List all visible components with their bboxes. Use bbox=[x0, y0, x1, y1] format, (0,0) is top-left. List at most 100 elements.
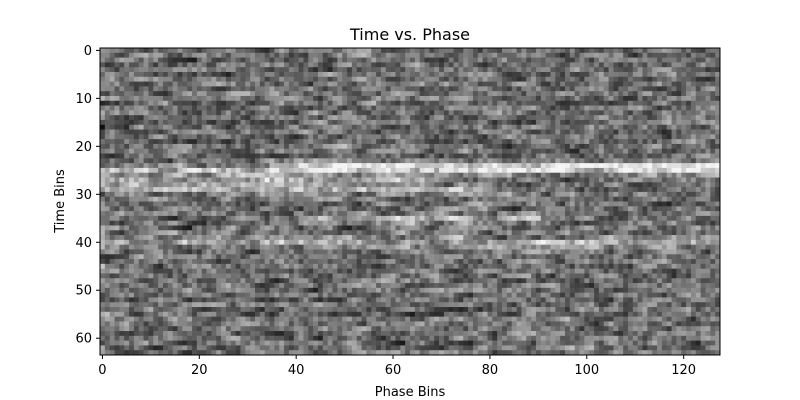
heatmap-cell bbox=[187, 220, 193, 226]
heatmap-cell bbox=[390, 187, 396, 193]
heatmap-cell bbox=[671, 153, 677, 159]
heatmap-cell bbox=[138, 115, 144, 121]
heatmap-cell bbox=[342, 230, 348, 236]
heatmap-cell bbox=[550, 48, 556, 54]
heatmap-cell bbox=[279, 206, 285, 212]
heatmap-cell bbox=[579, 163, 585, 169]
heatmap-cell bbox=[201, 76, 207, 82]
heatmap-cell bbox=[342, 182, 348, 188]
heatmap-cell bbox=[671, 211, 677, 217]
heatmap-cell bbox=[361, 211, 367, 217]
heatmap-cell bbox=[405, 153, 411, 159]
heatmap-cell bbox=[114, 86, 120, 92]
heatmap-cell bbox=[380, 167, 387, 174]
heatmap-cell bbox=[560, 167, 566, 174]
heatmap-cell bbox=[657, 172, 663, 178]
heatmap-cell bbox=[342, 76, 348, 82]
heatmap-cell bbox=[322, 86, 328, 92]
heatmap-cell bbox=[598, 211, 605, 217]
heatmap-cell bbox=[322, 182, 328, 188]
heatmap-cell bbox=[250, 225, 256, 231]
heatmap-cell bbox=[627, 177, 634, 183]
heatmap-cell bbox=[584, 172, 590, 178]
heatmap-cell bbox=[371, 124, 377, 130]
heatmap-cell bbox=[492, 48, 498, 54]
heatmap-cell bbox=[521, 62, 527, 68]
heatmap-cell bbox=[569, 230, 576, 236]
heatmap-cell bbox=[666, 191, 672, 198]
heatmap-cell bbox=[192, 191, 198, 198]
heatmap-cell bbox=[618, 129, 624, 135]
heatmap-cell bbox=[676, 105, 682, 111]
heatmap-cell bbox=[269, 206, 275, 212]
heatmap-cell bbox=[288, 191, 295, 198]
heatmap-cell bbox=[458, 211, 464, 217]
heatmap-cell bbox=[124, 105, 130, 111]
heatmap-cell bbox=[676, 196, 682, 202]
heatmap-cell bbox=[385, 196, 391, 202]
heatmap-cell bbox=[632, 119, 638, 126]
heatmap-cell bbox=[608, 201, 614, 207]
heatmap-cell bbox=[245, 148, 251, 154]
heatmap-cell bbox=[516, 172, 522, 178]
heatmap-cell bbox=[376, 158, 382, 164]
heatmap-cell bbox=[424, 110, 430, 116]
heatmap-cell bbox=[380, 115, 387, 121]
heatmap-cell bbox=[434, 52, 440, 58]
heatmap-cell bbox=[676, 206, 682, 212]
heatmap-cell bbox=[511, 191, 517, 198]
heatmap-cell bbox=[288, 129, 295, 135]
heatmap-cell bbox=[647, 182, 653, 188]
heatmap-cell bbox=[526, 211, 532, 217]
heatmap-cell bbox=[492, 110, 498, 116]
heatmap-cell bbox=[250, 191, 256, 198]
heatmap-cell bbox=[521, 201, 527, 207]
heatmap-cell bbox=[395, 158, 401, 164]
heatmap-cell bbox=[647, 177, 653, 183]
heatmap-cell bbox=[506, 148, 513, 154]
heatmap-cell bbox=[535, 86, 542, 92]
heatmap-cell bbox=[579, 187, 585, 193]
heatmap-cell bbox=[434, 95, 440, 102]
heatmap-cell bbox=[579, 57, 585, 63]
heatmap-cell bbox=[594, 119, 600, 126]
heatmap-cell bbox=[531, 172, 537, 178]
heatmap-cell bbox=[443, 105, 450, 111]
heatmap-cell bbox=[216, 143, 222, 150]
heatmap-cell bbox=[380, 148, 387, 154]
heatmap-cell bbox=[521, 115, 527, 121]
heatmap-cell bbox=[259, 134, 266, 140]
heatmap-cell bbox=[521, 57, 527, 63]
heatmap-cell bbox=[671, 163, 677, 169]
heatmap-cell bbox=[133, 167, 140, 174]
heatmap-cell bbox=[245, 81, 251, 87]
heatmap-cell bbox=[221, 105, 227, 111]
heatmap-cell bbox=[715, 220, 721, 226]
heatmap-cell bbox=[342, 62, 348, 68]
heatmap-cell bbox=[211, 220, 217, 226]
heatmap-cell bbox=[482, 134, 488, 140]
heatmap-cell bbox=[555, 172, 561, 178]
heatmap-cell bbox=[472, 220, 479, 226]
heatmap-cell bbox=[618, 225, 624, 231]
heatmap-cell bbox=[705, 115, 711, 121]
heatmap-cell bbox=[351, 95, 358, 102]
heatmap-cell bbox=[172, 76, 178, 82]
heatmap-cell bbox=[317, 62, 324, 68]
heatmap-cell bbox=[632, 211, 638, 217]
heatmap-cell bbox=[400, 76, 406, 82]
heatmap-cell bbox=[584, 134, 590, 140]
heatmap-cell bbox=[632, 134, 638, 140]
heatmap-cell bbox=[477, 57, 483, 63]
heatmap-cell bbox=[608, 148, 614, 154]
heatmap-cell bbox=[613, 134, 619, 140]
heatmap-cell bbox=[487, 139, 493, 145]
heatmap-cell bbox=[274, 211, 280, 217]
heatmap-cell bbox=[395, 124, 401, 130]
heatmap-cell bbox=[569, 52, 576, 58]
heatmap-cell bbox=[322, 225, 328, 231]
heatmap-cell bbox=[274, 196, 280, 202]
heatmap-cell bbox=[594, 163, 600, 169]
heatmap-cell bbox=[264, 143, 270, 150]
heatmap-cell bbox=[114, 158, 120, 164]
